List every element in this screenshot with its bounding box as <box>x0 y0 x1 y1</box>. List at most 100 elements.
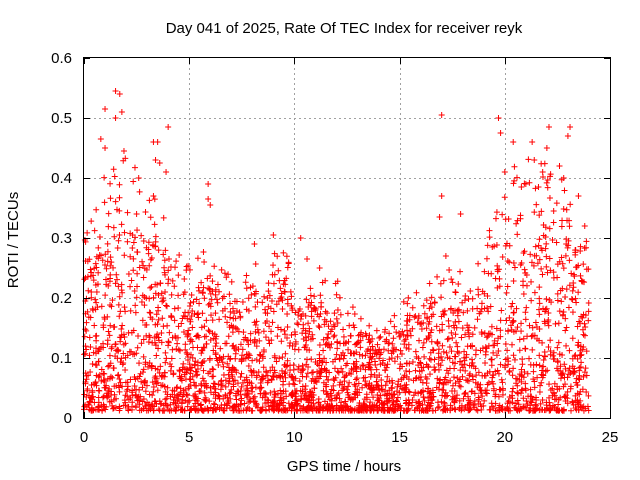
data-point <box>310 392 317 399</box>
data-point <box>203 317 210 324</box>
data-point <box>342 373 349 380</box>
data-point <box>577 272 584 279</box>
data-point <box>296 378 303 385</box>
data-point <box>331 377 338 384</box>
data-point <box>446 344 453 351</box>
data-point <box>560 175 567 181</box>
data-point <box>540 222 547 229</box>
data-point <box>135 175 142 181</box>
data-point <box>116 313 123 320</box>
data-point <box>110 224 117 231</box>
data-point <box>278 407 285 414</box>
data-point <box>87 314 94 321</box>
data-point <box>524 370 531 377</box>
data-point <box>349 304 356 311</box>
data-point <box>328 397 335 404</box>
data-point <box>154 139 161 145</box>
data-point <box>146 334 153 341</box>
data-point <box>423 375 430 382</box>
data-point <box>425 399 432 406</box>
data-point <box>184 315 191 322</box>
data-point <box>217 345 224 352</box>
data-point <box>564 400 571 407</box>
data-point <box>475 260 482 267</box>
data-point <box>201 295 208 302</box>
data-point <box>222 340 229 347</box>
data-point <box>545 124 552 130</box>
data-point <box>110 264 117 271</box>
data-point <box>233 347 240 354</box>
data-point <box>507 407 514 414</box>
data-point <box>120 157 127 164</box>
data-point <box>262 310 269 317</box>
data-point <box>100 344 107 351</box>
data-point <box>332 356 339 363</box>
data-point <box>509 300 516 307</box>
data-point <box>469 356 476 363</box>
data-point <box>136 188 143 195</box>
data-point <box>305 333 312 340</box>
data-point <box>141 302 148 309</box>
data-point <box>122 340 129 347</box>
data-point <box>456 382 463 389</box>
data-point <box>544 367 551 374</box>
data-point <box>485 308 492 315</box>
data-point <box>547 337 554 344</box>
data-point <box>116 207 123 214</box>
data-point <box>514 231 521 238</box>
data-point <box>420 339 427 346</box>
data-point <box>513 380 520 387</box>
data-point <box>291 381 298 388</box>
data-point <box>536 352 543 359</box>
data-point <box>160 323 167 330</box>
data-point <box>229 365 236 372</box>
data-point <box>339 368 346 375</box>
data-point <box>529 346 536 353</box>
data-point <box>469 295 476 302</box>
data-point <box>263 391 270 398</box>
data-point <box>165 124 172 130</box>
data-point <box>92 296 99 303</box>
data-point <box>426 355 433 362</box>
data-point <box>439 386 446 393</box>
data-point <box>279 297 286 304</box>
data-point <box>330 321 337 328</box>
data-point <box>409 304 416 311</box>
data-point <box>464 307 471 314</box>
data-point <box>386 340 393 347</box>
data-point <box>104 394 111 401</box>
data-point <box>376 335 383 342</box>
data-point <box>87 344 94 351</box>
data-point <box>555 367 562 374</box>
data-point <box>136 407 143 414</box>
data-point <box>334 368 341 375</box>
data-point <box>121 304 128 311</box>
data-point <box>570 368 577 375</box>
data-point <box>573 375 580 382</box>
data-point <box>270 280 277 287</box>
data-point <box>370 386 377 393</box>
data-point <box>117 379 124 386</box>
data-point <box>499 385 506 392</box>
data-point <box>478 329 485 336</box>
data-point <box>228 386 235 393</box>
data-point <box>537 400 544 407</box>
data-point <box>127 376 134 383</box>
data-point <box>325 377 332 384</box>
data-point <box>488 362 495 369</box>
data-point <box>308 369 315 376</box>
data-point <box>288 332 295 339</box>
data-point <box>171 388 178 395</box>
data-point <box>461 348 468 355</box>
data-point <box>474 384 481 391</box>
data-point <box>88 288 95 295</box>
data-point <box>122 308 129 315</box>
data-point <box>518 387 525 394</box>
data-point <box>427 349 434 356</box>
data-point <box>413 374 420 381</box>
data-point <box>552 320 559 327</box>
data-point <box>88 382 95 389</box>
data-point <box>212 395 219 402</box>
data-point <box>471 398 478 405</box>
data-point <box>279 354 286 361</box>
